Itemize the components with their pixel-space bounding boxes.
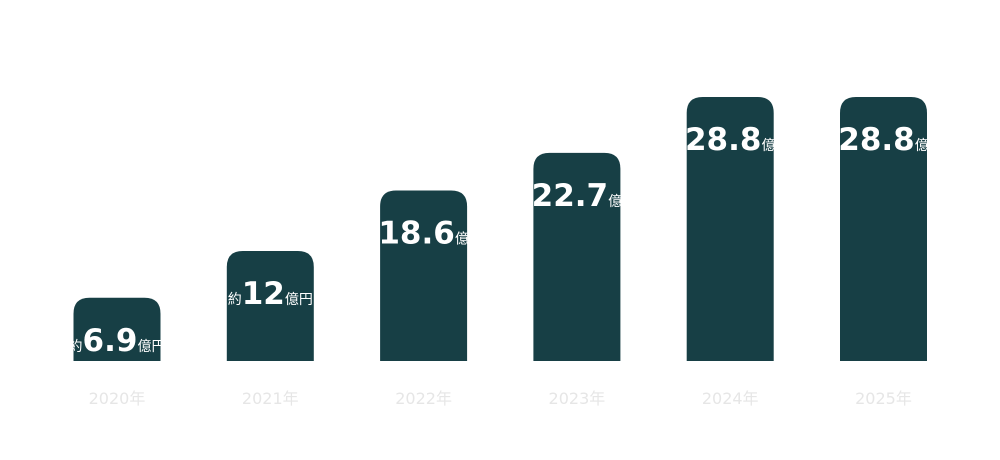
bar	[686, 97, 774, 361]
value-label-part: 億	[761, 138, 775, 154]
value-label: 約12億円	[228, 276, 313, 312]
value-label: 22.7億	[532, 178, 623, 214]
value-label-part: 12	[242, 276, 285, 312]
bar	[840, 97, 927, 361]
value-label-part: 6.9	[83, 323, 138, 359]
bar	[73, 297, 161, 361]
value-label-part: 約	[69, 339, 83, 355]
value-label-part: 28.8	[838, 122, 915, 158]
value-label: 28.8億	[685, 122, 776, 158]
value-label-part: 億	[915, 138, 929, 154]
bar	[380, 190, 468, 361]
value-label-part: 22.7	[532, 178, 609, 214]
value-label: 約6.9億円	[69, 323, 166, 359]
x-tick-label: 2023年	[549, 389, 606, 408]
x-tick-label: 2020年	[89, 389, 146, 408]
value-label-part: 億	[608, 194, 622, 210]
value-label-part: 億円	[137, 339, 165, 355]
value-label-part: 億	[455, 232, 469, 248]
value-label: 28.8億	[838, 122, 929, 158]
x-tick-label: 2024年	[702, 389, 759, 408]
value-label-part: 約	[228, 292, 242, 308]
value-label-part: 億円	[285, 292, 313, 308]
x-tick-label: 2025年	[855, 389, 912, 408]
bar	[533, 152, 621, 361]
value-label-part: 28.8	[685, 122, 762, 158]
x-tick-label: 2021年	[242, 389, 299, 408]
value-label: 18.6億	[378, 216, 469, 252]
bar	[226, 251, 314, 361]
value-label-part: 18.6	[378, 216, 455, 252]
x-tick-label: 2022年	[395, 389, 452, 408]
